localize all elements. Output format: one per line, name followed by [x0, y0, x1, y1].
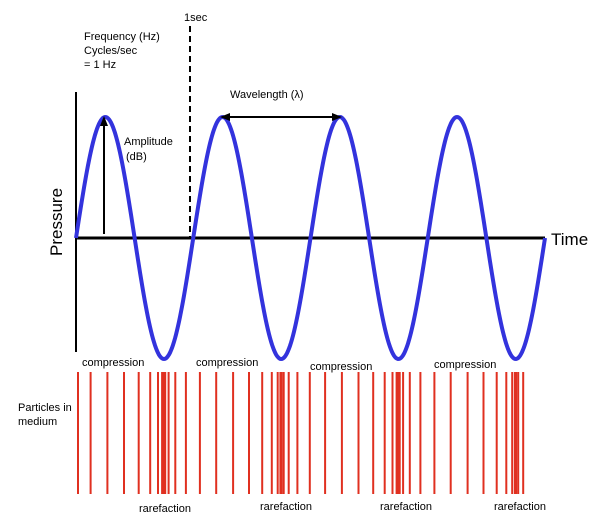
wavelength-arrowhead-right: [332, 113, 342, 121]
one-second-label: 1sec: [184, 12, 208, 24]
compression-label-4: compression: [434, 359, 496, 371]
frequency-label-line3: = 1 Hz: [84, 59, 116, 71]
rarefaction-label-1: rarefaction: [139, 503, 191, 515]
y-axis-title: Pressure: [47, 188, 66, 256]
amplitude-arrowhead: [100, 116, 108, 126]
particles-label-line1: Particles in: [18, 402, 72, 414]
rarefaction-label-3: rarefaction: [380, 501, 432, 513]
amplitude-label-line1: Amplitude: [124, 136, 173, 148]
compression-label-1: compression: [82, 357, 144, 369]
frequency-label-line2: Cycles/sec: [84, 45, 138, 57]
wavelength-arrowhead-left: [220, 113, 230, 121]
wavelength-label: Wavelength (λ): [230, 89, 304, 101]
rarefaction-label-2: rarefaction: [260, 501, 312, 513]
frequency-label-line1: Frequency (Hz): [84, 31, 160, 43]
compression-label-3: compression: [310, 361, 372, 373]
rarefaction-label-4: rarefaction: [494, 501, 546, 513]
amplitude-label-line2: (dB): [126, 151, 147, 163]
x-axis-title: Time: [551, 230, 588, 249]
particles-group: [77, 372, 525, 494]
sine-wave: [74, 114, 547, 362]
compression-label-2: compression: [196, 357, 258, 369]
particles-label-line2: medium: [18, 416, 57, 428]
